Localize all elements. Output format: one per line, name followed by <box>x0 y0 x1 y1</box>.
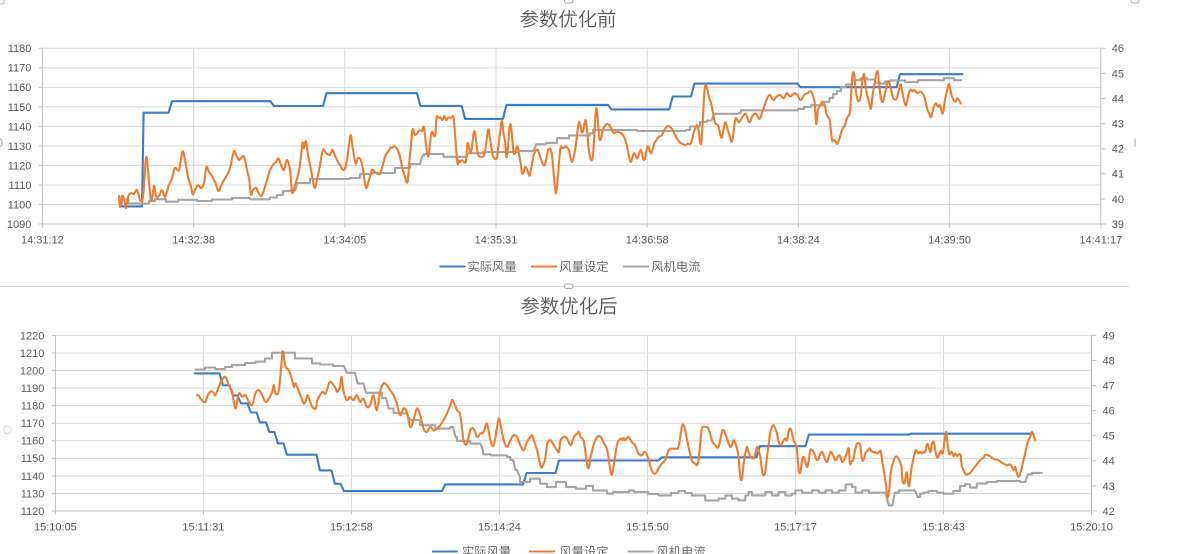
svg-text:46: 46 <box>1112 43 1124 55</box>
svg-text:1120: 1120 <box>8 160 32 172</box>
svg-text:42: 42 <box>1112 144 1124 156</box>
svg-text:14:36:58: 14:36:58 <box>626 234 669 246</box>
svg-text:1150: 1150 <box>8 102 32 114</box>
svg-text:45: 45 <box>1112 68 1124 80</box>
svg-text:1090: 1090 <box>7 219 31 231</box>
svg-text:15:18:43: 15:18:43 <box>922 522 965 534</box>
svg-text:1140: 1140 <box>8 121 32 133</box>
svg-text:14:31:12: 14:31:12 <box>21 234 64 246</box>
svg-text:1160: 1160 <box>8 82 32 94</box>
svg-text:15:20:10: 15:20:10 <box>1070 522 1113 534</box>
svg-text:44: 44 <box>1112 93 1124 105</box>
svg-text:1200: 1200 <box>20 365 44 377</box>
svg-text:14:34:05: 14:34:05 <box>323 234 366 246</box>
svg-text:1180: 1180 <box>21 401 45 413</box>
svg-text:41: 41 <box>1112 169 1124 181</box>
svg-text:14:32:38: 14:32:38 <box>172 234 215 246</box>
svg-text:1140: 1140 <box>21 471 45 483</box>
svg-text:1220: 1220 <box>20 330 44 342</box>
svg-text:15:15:50: 15:15:50 <box>626 522 669 534</box>
svg-text:14:38:24: 14:38:24 <box>777 234 820 246</box>
svg-text:1120: 1120 <box>21 506 45 518</box>
svg-text:1210: 1210 <box>20 348 44 360</box>
svg-text:1100: 1100 <box>8 199 32 211</box>
svg-text:43: 43 <box>1103 481 1115 493</box>
svg-text:40: 40 <box>1112 194 1124 206</box>
svg-text:39: 39 <box>1112 219 1124 231</box>
svg-text:43: 43 <box>1112 119 1124 131</box>
svg-text:44: 44 <box>1103 456 1115 468</box>
svg-text:1180: 1180 <box>8 43 32 55</box>
svg-text:1190: 1190 <box>21 383 45 395</box>
svg-text:1130: 1130 <box>21 488 45 500</box>
svg-text:45: 45 <box>1103 431 1115 443</box>
svg-text:1130: 1130 <box>8 141 32 153</box>
svg-text:42: 42 <box>1103 506 1115 518</box>
svg-text:1160: 1160 <box>21 436 45 448</box>
svg-text:14:39:50: 14:39:50 <box>928 234 971 246</box>
svg-text:47: 47 <box>1103 381 1115 393</box>
svg-text:46: 46 <box>1103 406 1115 418</box>
svg-text:1150: 1150 <box>21 453 45 465</box>
svg-text:49: 49 <box>1103 330 1115 342</box>
svg-text:15:10:05: 15:10:05 <box>34 522 77 534</box>
svg-text:1170: 1170 <box>21 418 45 430</box>
svg-text:1170: 1170 <box>8 63 32 75</box>
svg-text:15:11:31: 15:11:31 <box>182 522 224 534</box>
svg-text:14:35:31: 14:35:31 <box>475 234 518 246</box>
svg-text:15:12:58: 15:12:58 <box>330 522 373 534</box>
svg-text:15:14:24: 15:14:24 <box>478 522 521 534</box>
svg-text:48: 48 <box>1103 355 1115 367</box>
svg-text:14:41:17: 14:41:17 <box>1079 234 1122 246</box>
svg-text:15:17:17: 15:17:17 <box>774 522 817 534</box>
svg-text:1110: 1110 <box>9 180 32 192</box>
